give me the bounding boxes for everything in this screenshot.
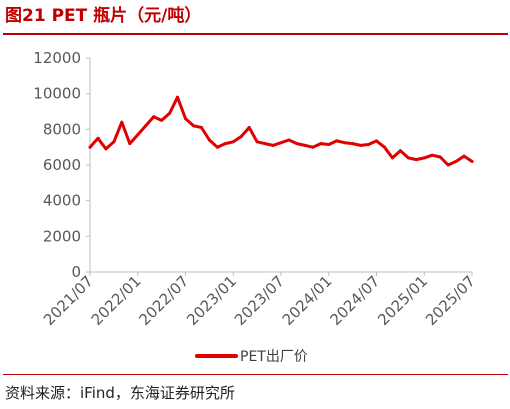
data-point <box>215 145 219 149</box>
data-point <box>287 138 291 142</box>
x-tick-label: 2025/01 <box>374 272 431 329</box>
x-tick-label: 2024/01 <box>279 272 336 329</box>
data-point <box>343 141 347 145</box>
data-point <box>136 133 140 137</box>
data-point <box>279 141 283 145</box>
data-point <box>367 143 370 146</box>
data-point <box>112 140 116 144</box>
data-point <box>390 156 394 160</box>
data-point <box>383 145 386 149</box>
x-tick-label: 2024/07 <box>327 272 384 329</box>
data-point <box>199 126 203 129</box>
x-tick-label: 2022/01 <box>88 272 145 329</box>
x-tick-label: 2023/01 <box>183 272 240 329</box>
data-point <box>271 143 275 147</box>
x-tick-label: 2022/07 <box>136 272 193 329</box>
x-tick-label: 2021/07 <box>40 272 97 329</box>
y-tick-label: 0 <box>71 263 81 281</box>
series-line <box>88 95 474 167</box>
data-point <box>255 140 259 144</box>
data-point <box>239 135 243 138</box>
y-tick-label: 10000 <box>33 85 81 103</box>
data-point <box>231 140 235 144</box>
data-point <box>406 156 410 160</box>
data-point <box>311 145 315 149</box>
data-point <box>430 153 434 157</box>
data-point <box>295 142 299 146</box>
chart-title: 图21 PET 瓶片（元/吨） <box>5 6 202 26</box>
data-point <box>144 124 148 128</box>
x-tick-label: 2023/07 <box>231 272 288 329</box>
y-tick-label: 4000 <box>43 192 81 210</box>
data-point <box>223 142 227 146</box>
data-point <box>454 159 458 163</box>
data-point <box>192 124 195 128</box>
data-point <box>247 126 251 129</box>
data-point <box>470 159 474 163</box>
data-point <box>207 138 211 142</box>
data-point <box>422 156 426 160</box>
chart-title-row: 图21 PET 瓶片（元/吨） <box>5 2 201 30</box>
legend-label: PET出厂价 <box>240 349 308 365</box>
data-point <box>359 143 363 147</box>
data-point <box>88 145 92 149</box>
data-point <box>327 143 331 146</box>
data-point <box>168 111 172 115</box>
data-point <box>438 155 442 159</box>
y-tick-label: 2000 <box>43 227 81 245</box>
y-tick-label: 8000 <box>43 120 81 138</box>
data-point <box>152 115 156 119</box>
data-point <box>303 143 307 147</box>
source-divider <box>3 374 508 375</box>
title-divider <box>3 33 508 35</box>
y-tick-label: 6000 <box>43 156 81 174</box>
data-point <box>335 139 339 143</box>
data-point <box>263 142 267 146</box>
data-point <box>96 136 100 140</box>
data-point <box>351 142 355 146</box>
data-point <box>128 142 132 146</box>
data-point <box>184 117 187 121</box>
data-point <box>446 163 450 167</box>
data-point <box>160 118 164 122</box>
source-note: 资料来源：iFind，东海证券研究所 <box>5 384 235 402</box>
data-point <box>462 154 466 158</box>
x-tick-label: 2025/07 <box>422 272 479 329</box>
data-point <box>104 147 108 151</box>
data-point <box>414 158 418 162</box>
data-point <box>120 120 124 124</box>
data-point <box>319 142 323 146</box>
data-point <box>398 149 402 153</box>
y-tick-label: 12000 <box>33 49 81 67</box>
data-point <box>375 139 378 143</box>
data-point <box>176 95 179 99</box>
